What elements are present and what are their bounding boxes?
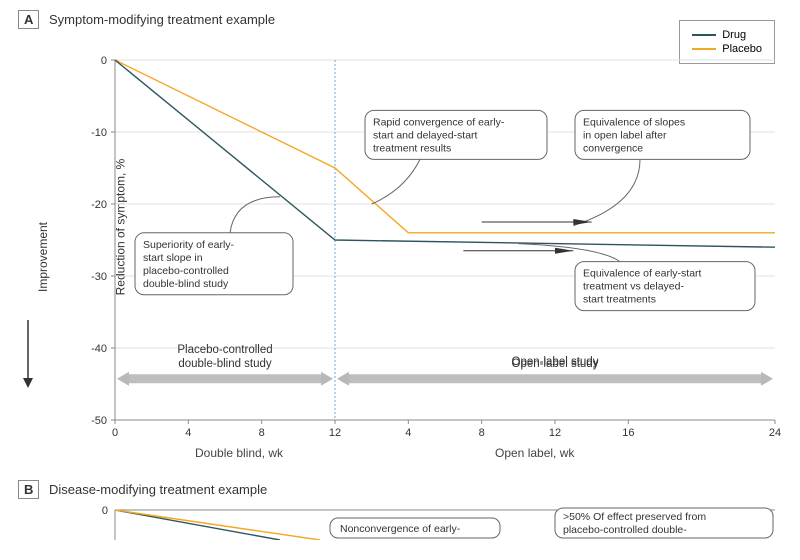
svg-text:-40: -40 <box>91 343 107 355</box>
panel-b-sliver: 0 Nonconvergence of early- >50% Of effec… <box>0 500 800 540</box>
svg-text:start treatments: start treatments <box>583 294 656 306</box>
svg-text:-10: -10 <box>91 127 107 139</box>
svg-text:Placebo-controlled: Placebo-controlled <box>177 344 272 356</box>
svg-text:4: 4 <box>185 427 191 439</box>
svg-text:Rapid convergence of early-: Rapid convergence of early- <box>373 116 505 128</box>
svg-text:-20: -20 <box>91 199 107 211</box>
svg-text:8: 8 <box>479 427 485 439</box>
svg-text:in open label after: in open label after <box>583 129 667 141</box>
svg-text:0: 0 <box>112 427 118 439</box>
svg-text:16: 16 <box>622 427 634 439</box>
panel-b-label: B Disease-modifying treatment example <box>18 480 267 499</box>
x-axis-label-phase1: Double blind, wk <box>195 446 283 460</box>
svg-text:Open-label study: Open-label study <box>512 358 599 370</box>
svg-text:start and delayed-start: start and delayed-start <box>373 129 478 141</box>
svg-text:Superiority of early-: Superiority of early- <box>143 239 235 251</box>
svg-text:convergence: convergence <box>583 142 643 154</box>
x-axis-label-phase2: Open label, wk <box>495 446 574 460</box>
panel-b-letter: B <box>18 480 39 499</box>
svg-text:Equivalence of early-start: Equivalence of early-start <box>583 268 702 280</box>
svg-text:-30: -30 <box>91 271 107 283</box>
svg-text:0: 0 <box>101 55 107 67</box>
panel-b-callout1: Nonconvergence of early- <box>340 523 461 535</box>
panel-b-title: Disease-modifying treatment example <box>49 482 267 497</box>
svg-text:treatment results: treatment results <box>373 142 451 154</box>
svg-text:Equivalence of slopes: Equivalence of slopes <box>583 116 685 128</box>
svg-text:start slope in: start slope in <box>143 252 203 264</box>
svg-text:placebo-controlled: placebo-controlled <box>143 265 229 277</box>
svg-text:placebo-controlled double-: placebo-controlled double- <box>563 524 687 536</box>
svg-text:-50: -50 <box>91 415 107 427</box>
svg-text:0: 0 <box>102 505 108 517</box>
svg-text:double-blind study: double-blind study <box>178 358 272 370</box>
svg-text:12: 12 <box>329 427 341 439</box>
svg-text:24: 24 <box>769 427 781 439</box>
svg-text:double-blind study: double-blind study <box>143 278 229 290</box>
svg-text:8: 8 <box>259 427 265 439</box>
chart-svg: 0 -10 -20 -30 -40 -50 0 4 8 12 4 8 12 16 24 Placebo-con… <box>0 0 800 560</box>
svg-text:treatment vs delayed-: treatment vs delayed- <box>583 281 684 293</box>
svg-text:>50% Of effect preserved from: >50% Of effect preserved from <box>563 511 706 523</box>
svg-text:12: 12 <box>549 427 561 439</box>
svg-text:4: 4 <box>405 427 411 439</box>
